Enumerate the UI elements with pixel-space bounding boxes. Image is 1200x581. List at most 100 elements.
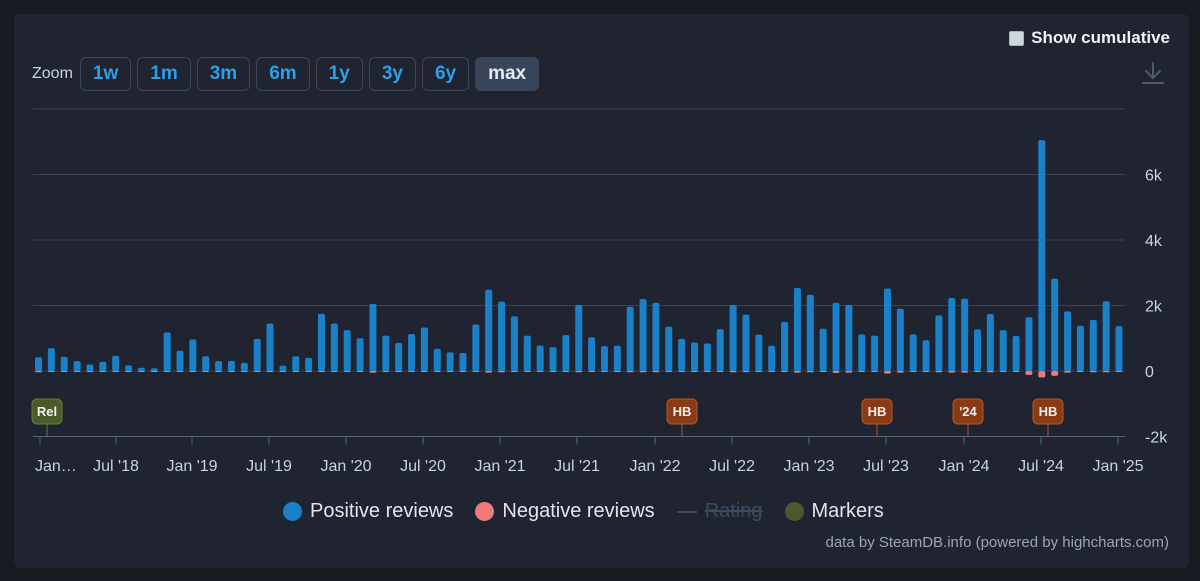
positive-bar bbox=[626, 306, 634, 371]
negative-bar bbox=[922, 371, 930, 372]
negative-bar bbox=[510, 371, 518, 372]
positive-bar bbox=[112, 355, 120, 371]
cumulative-checkbox[interactable] bbox=[1009, 30, 1025, 46]
negative-bar bbox=[691, 371, 699, 372]
negative-bar bbox=[549, 371, 557, 372]
negative-bar bbox=[292, 371, 300, 372]
x-tick-label: Jul '21 bbox=[554, 458, 600, 475]
negative-bar bbox=[498, 371, 506, 373]
legend-markers[interactable]: Markers bbox=[784, 500, 884, 523]
zoom-1w-button[interactable]: 1w bbox=[79, 57, 132, 91]
positive-bar bbox=[163, 332, 171, 371]
negative-bar bbox=[793, 371, 801, 373]
negative-bar bbox=[845, 371, 853, 373]
x-tick-label: Jul '23 bbox=[863, 458, 909, 475]
positive-bar bbox=[600, 346, 608, 371]
negative-bar bbox=[1102, 371, 1110, 373]
zoom-max-button[interactable]: max bbox=[475, 57, 540, 91]
positive-bar bbox=[73, 361, 81, 371]
marker-label: HB bbox=[673, 404, 692, 419]
negative-bar bbox=[678, 371, 686, 372]
negative-bar bbox=[35, 371, 42, 373]
negative-bar bbox=[395, 371, 403, 372]
negative-bar bbox=[781, 371, 789, 372]
chart-legend: Positive reviews Negative reviews Rating… bbox=[283, 500, 906, 523]
positive-bar bbox=[883, 288, 891, 371]
marker-label: '24 bbox=[959, 404, 977, 419]
positive-bar bbox=[266, 323, 274, 371]
positive-bar bbox=[703, 343, 711, 371]
positive-bar bbox=[137, 367, 145, 371]
legend-positive-reviews[interactable]: Positive reviews bbox=[283, 500, 453, 523]
zoom-6m-button[interactable]: 6m bbox=[256, 57, 310, 91]
negative-bar bbox=[433, 371, 441, 372]
negative-bar bbox=[626, 371, 634, 373]
negative-bar bbox=[755, 371, 763, 372]
negative-bar bbox=[832, 371, 840, 373]
zoom-1m-button[interactable]: 1m bbox=[137, 57, 191, 91]
zoom-1y-button[interactable]: 1y bbox=[315, 57, 363, 91]
negative-bar bbox=[215, 371, 223, 372]
negative-dot-icon bbox=[475, 502, 495, 521]
positive-bar bbox=[793, 287, 801, 371]
negative-bar bbox=[408, 371, 416, 372]
x-tick-label: Jan '24 bbox=[938, 458, 989, 475]
positive-bar bbox=[755, 334, 763, 371]
positive-bar bbox=[382, 335, 390, 371]
positive-bar bbox=[253, 338, 261, 371]
positive-bar bbox=[433, 348, 441, 371]
legend-negative-reviews[interactable]: Negative reviews bbox=[475, 500, 655, 523]
negative-bar bbox=[562, 371, 570, 372]
chart-credits[interactable]: data by SteamDB.info (powered by highcha… bbox=[825, 534, 1170, 551]
positive-bar bbox=[86, 364, 94, 371]
negative-bar bbox=[1051, 371, 1059, 376]
positive-bar bbox=[176, 350, 184, 371]
positive-bar bbox=[922, 340, 930, 371]
negative-bar bbox=[86, 371, 94, 372]
negative-bar bbox=[279, 371, 287, 372]
positive-bar bbox=[523, 335, 531, 371]
negative-bar bbox=[240, 371, 248, 372]
marker-label: Rel bbox=[37, 404, 57, 419]
negative-bar bbox=[1025, 371, 1033, 375]
positive-bar bbox=[125, 365, 133, 371]
positive-bar bbox=[1051, 278, 1059, 371]
cumulative-label: Show cumulative bbox=[1031, 28, 1170, 47]
positive-bar bbox=[1038, 140, 1046, 371]
legend-markers-label: Markers bbox=[811, 500, 884, 522]
positive-bar bbox=[1089, 319, 1097, 371]
positive-bar bbox=[986, 314, 994, 371]
negative-bar bbox=[986, 371, 994, 373]
zoom-3y-button[interactable]: 3y bbox=[368, 57, 416, 91]
positive-bar bbox=[858, 334, 866, 371]
positive-bar bbox=[485, 289, 493, 371]
negative-bar bbox=[703, 371, 711, 372]
y-tick-label: 4k bbox=[1145, 233, 1163, 250]
positive-bar bbox=[575, 304, 583, 371]
zoom-6y-button[interactable]: 6y bbox=[421, 57, 470, 91]
negative-bar bbox=[883, 371, 891, 374]
negative-bar bbox=[99, 371, 107, 372]
negative-bar bbox=[382, 371, 390, 372]
zoom-toolbar: Zoom 1w 1m 3m 6m 1y 3y 6y max bbox=[32, 57, 545, 91]
negative-bar bbox=[896, 371, 904, 373]
negative-bar bbox=[356, 371, 364, 372]
positive-bar bbox=[240, 362, 248, 371]
positive-bar bbox=[613, 345, 621, 371]
negative-bar bbox=[485, 371, 493, 373]
x-tick-label: Jan '22 bbox=[629, 458, 680, 475]
positive-bar bbox=[420, 327, 428, 371]
marker-badge bbox=[1032, 398, 1064, 425]
zoom-3m-button[interactable]: 3m bbox=[196, 57, 251, 91]
negative-bar bbox=[806, 371, 814, 373]
positive-bar bbox=[678, 338, 686, 371]
negative-bar bbox=[343, 371, 351, 372]
download-icon[interactable] bbox=[1140, 60, 1166, 86]
positive-bar bbox=[99, 361, 107, 371]
show-cumulative-toggle[interactable]: Show cumulative bbox=[1009, 28, 1170, 48]
legend-rating[interactable]: Rating bbox=[676, 500, 763, 523]
positive-bar bbox=[1064, 311, 1072, 371]
positive-bar bbox=[1025, 317, 1033, 371]
negative-bar bbox=[137, 371, 145, 372]
negative-bar bbox=[189, 371, 197, 372]
